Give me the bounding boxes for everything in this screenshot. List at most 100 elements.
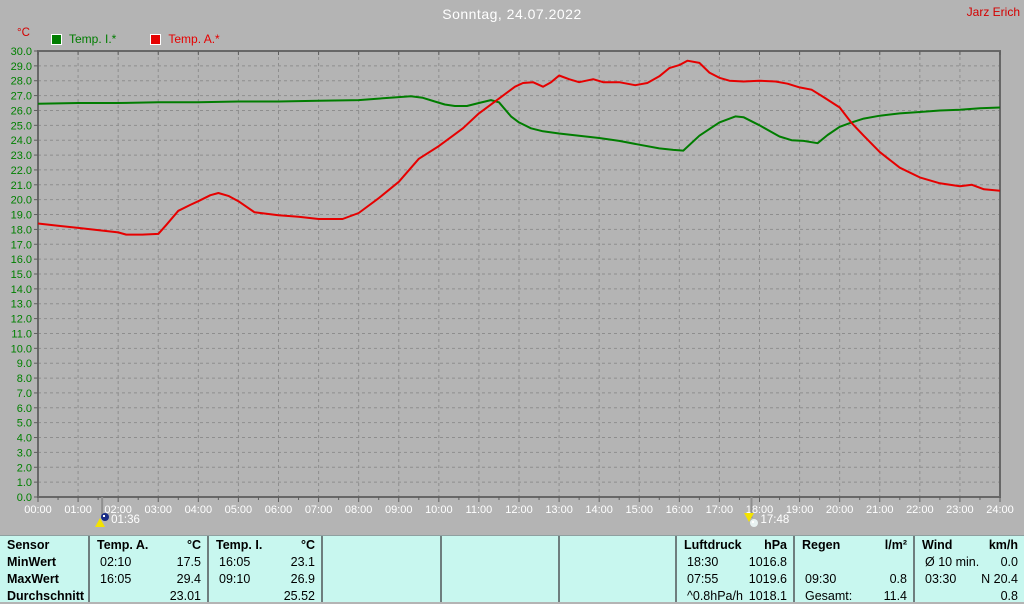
table-cell-min: [795, 553, 913, 570]
table-cell-max: [560, 570, 675, 587]
cell-value: 17.5: [176, 554, 201, 569]
table-column-regen: Regen l/m² 09:30 0.8 Gesamt: 11.4: [793, 536, 913, 603]
moonrise-icon: [95, 513, 110, 527]
table-column-temp-a: Temp. A. °C 02:10 17.5 16:05 29.4 23.01: [88, 536, 207, 604]
cell-value: 1019.6: [748, 571, 787, 586]
cell-value: 0.8: [889, 571, 907, 586]
table-cell-max: 03:30 N 20.4: [915, 570, 1024, 587]
svg-text:11.0: 11.0: [11, 328, 32, 340]
svg-text:9.0: 9.0: [17, 358, 32, 370]
cell-time: 02:10: [100, 554, 132, 569]
svg-text:10:00: 10:00: [425, 504, 453, 516]
cell-value: 29.4: [176, 571, 201, 586]
cell-value: 1018.1: [748, 588, 787, 603]
cell-time: 03:30: [925, 571, 957, 586]
cell-value: 25.52: [283, 588, 315, 603]
marker-time: 01:36: [111, 514, 140, 526]
table-cell-avg: [560, 587, 675, 604]
legend-swatch-temp_a: [150, 33, 162, 45]
svg-text:00:00: 00:00: [24, 504, 52, 516]
table-cell-avg: 25.52: [209, 587, 321, 604]
y-axis-unit-label: °C: [17, 27, 30, 39]
table-cell-avg: 0.8: [915, 587, 1024, 604]
svg-text:26.0: 26.0: [11, 105, 32, 117]
cell-value: 11.4: [883, 588, 907, 603]
row-label: MaxWert: [7, 571, 59, 586]
table-column-empty-4: [558, 536, 675, 602]
legend-item-temp_i: Temp. I.*: [51, 32, 116, 46]
table-cell-max: [323, 570, 440, 587]
svg-text:04:00: 04:00: [185, 504, 213, 516]
column-name: Wind: [922, 537, 953, 552]
svg-text:28.0: 28.0: [11, 76, 32, 88]
legend-item-temp_a: Temp. A.*: [150, 32, 220, 46]
table-cell-max: [442, 570, 558, 587]
svg-text:8.0: 8.0: [17, 373, 32, 385]
column-unit: °C: [300, 537, 315, 552]
table-cell-avg: [442, 587, 558, 604]
table-cell-min: [560, 553, 675, 570]
table-cell-max: 16:05 29.4: [90, 570, 207, 587]
column-unit: km/h: [988, 537, 1018, 552]
svg-text:16.0: 16.0: [11, 254, 32, 266]
row-label: Durchschnitt: [7, 588, 85, 603]
column-name: Temp. I.: [216, 537, 263, 552]
table-column-empty-3: [440, 536, 558, 602]
legend-label-temp_a: Temp. A.*: [168, 32, 220, 46]
svg-text:27.0: 27.0: [11, 91, 32, 103]
cell-value: 0.8: [1000, 588, 1018, 603]
cell-value: 1016.8: [748, 554, 787, 569]
svg-text:11:00: 11:00: [466, 504, 493, 516]
table-cell-min: 16:05 23.1: [209, 553, 321, 570]
moonrise-marker: 01:36: [95, 513, 140, 527]
cell-time: 16:05: [100, 571, 132, 586]
svg-text:30.0: 30.0: [11, 46, 32, 58]
series-temp_a: [37, 59, 1001, 236]
table-cell-avg: ^0.8hPa/h 1018.1: [677, 587, 793, 604]
cell-value: 23.1: [290, 554, 315, 569]
cell-value: 26.9: [290, 571, 315, 586]
svg-text:17:00: 17:00: [706, 504, 734, 516]
cell-time: Ø 10 min.: [925, 554, 980, 569]
table-column-temp-i: Temp. I. °C 16:05 23.1 09:10 26.9 25.52: [207, 536, 321, 604]
svg-text:18.0: 18.0: [11, 224, 32, 236]
series-temp_i: [37, 95, 1001, 152]
table-cell-min: [442, 553, 558, 570]
svg-text:29.0: 29.0: [11, 61, 32, 73]
svg-text:16:00: 16:00: [666, 504, 694, 516]
table-cell-avg: [323, 587, 440, 604]
svg-text:0.0: 0.0: [17, 492, 32, 504]
svg-text:15:00: 15:00: [625, 504, 653, 516]
svg-text:24:00: 24:00: [986, 504, 1014, 516]
moon-disc: [101, 513, 110, 521]
svg-text:20.0: 20.0: [11, 195, 32, 207]
table-cell-avg: 23.01: [90, 587, 207, 604]
cell-time: ^0.8hPa/h: [687, 588, 743, 603]
svg-text:07:00: 07:00: [305, 504, 333, 516]
table-cell-min: Ø 10 min. 0.0: [915, 553, 1024, 570]
svg-text:5.0: 5.0: [17, 418, 32, 430]
cell-time: Gesamt:: [805, 588, 853, 603]
svg-text:21.0: 21.0: [11, 180, 32, 192]
svg-text:06:00: 06:00: [265, 504, 293, 516]
svg-text:21:00: 21:00: [866, 504, 894, 516]
table-row-labels: Sensor MinWert MaxWert Durchschnitt: [0, 536, 88, 603]
table-column-wind: Wind km/h Ø 10 min. 0.0 03:30 N 20.4 0.8: [913, 536, 1024, 604]
cell-value: 0.0: [1000, 554, 1018, 569]
svg-text:19:00: 19:00: [786, 504, 814, 516]
x-axis: 00:00 01:00 02:00 03:00 04:00 05:00 06:00 07:00…: [24, 51, 1014, 516]
cell-value: N 20.4: [981, 571, 1018, 586]
cell-time: 18:30: [687, 554, 719, 569]
station-name: Jarz Erich: [966, 5, 1020, 19]
svg-text:1.0: 1.0: [17, 477, 32, 489]
svg-text:08:00: 08:00: [345, 504, 373, 516]
moonset-icon: [744, 513, 759, 527]
svg-text:22:00: 22:00: [906, 504, 934, 516]
moonset-marker: 17:48: [744, 513, 789, 527]
svg-text:14:00: 14:00: [585, 504, 613, 516]
column-name: Temp. A.: [97, 537, 149, 552]
svg-text:24.0: 24.0: [11, 135, 32, 147]
svg-text:13.0: 13.0: [11, 299, 32, 311]
column-unit: hPa: [764, 537, 787, 552]
table-cell-max: 09:30 0.8: [795, 570, 913, 587]
